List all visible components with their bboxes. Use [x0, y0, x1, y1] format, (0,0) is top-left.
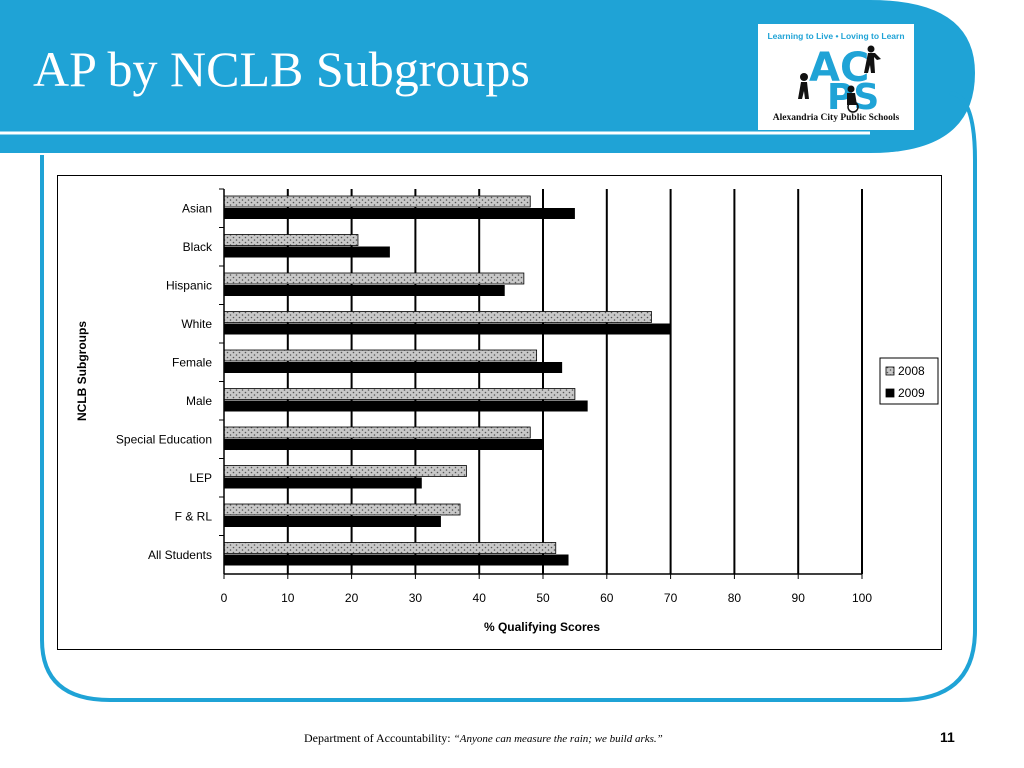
acps-logo: Learning to Live • Loving to Learn AC PS… — [758, 24, 914, 130]
x-tick-label: 30 — [409, 591, 423, 605]
category-label: All Students — [148, 548, 212, 562]
legend-swatch-2008 — [885, 366, 895, 376]
x-axis-title: % Qualifying Scores — [484, 620, 600, 634]
bar-chart: 0 10 20 30 40 50 60 70 80 90 100 Asian Black Hispanic… — [75, 188, 939, 634]
logo-letters-top: AC — [809, 45, 869, 91]
category-label: Special Education — [116, 432, 212, 446]
category-label: F & RL — [175, 509, 213, 523]
y-axis-title: NCLB Subgroups — [75, 321, 89, 421]
logo-silhouettes — [798, 45, 881, 113]
x-tick-label: 20 — [345, 591, 359, 605]
bar-2008 — [223, 272, 525, 285]
category-label: Male — [186, 394, 212, 408]
footer-text: Department of Accountability: “Anyone ca… — [304, 731, 663, 746]
x-tick-label: 70 — [664, 591, 678, 605]
category-label: Asian — [182, 201, 212, 215]
logo-figures: AC PS — [798, 45, 881, 118]
x-tick-label: 90 — [792, 591, 806, 605]
category-label: Hispanic — [166, 278, 212, 292]
bar-2009 — [224, 246, 390, 258]
bar-2008 — [223, 195, 531, 208]
axes-layer — [219, 188, 863, 579]
bar-2009 — [224, 323, 671, 335]
bar-2009 — [224, 554, 569, 566]
bar-2009 — [224, 439, 543, 450]
bar-2009 — [224, 516, 441, 527]
bar-2008 — [223, 426, 531, 439]
x-tick-label: 50 — [536, 591, 550, 605]
page-number: 11 — [940, 729, 955, 745]
logo-tagline: Learning to Live • Loving to Learn — [767, 31, 905, 41]
bar-2008 — [223, 542, 557, 554]
bar-2008 — [223, 311, 652, 323]
category-label: LEP — [189, 471, 212, 485]
category-label: White — [181, 317, 212, 331]
category-label: Black — [183, 240, 213, 254]
x-tick-label: 100 — [852, 591, 872, 605]
bars-layer — [223, 195, 671, 566]
bar-2008 — [223, 349, 538, 362]
bar-2009 — [224, 362, 563, 373]
x-tick-label: 60 — [600, 591, 614, 605]
legend-box — [879, 357, 939, 405]
legend-label-2008: 2008 — [898, 364, 925, 378]
bar-2008 — [223, 234, 359, 246]
bar-2009 — [224, 400, 588, 412]
category-label: Female — [172, 355, 212, 369]
bar-2009 — [224, 208, 575, 219]
chart-legend: 2008 2009 — [879, 357, 939, 405]
slide-title: AP by NCLB Subgroups — [33, 41, 530, 97]
footer-quote: “Anyone can measure the rain; we build a… — [453, 733, 663, 745]
bar-2008 — [223, 388, 576, 400]
x-tick-label: 40 — [473, 591, 487, 605]
legend-swatch-2009 — [885, 388, 895, 398]
content-frame — [40, 91, 977, 702]
bar-2008 — [223, 465, 467, 477]
chart-container: 0 10 20 30 40 50 60 70 80 90 100 Asian Black Hispanic… — [57, 175, 942, 650]
x-tick-label: 80 — [728, 591, 742, 605]
legend-label-2009: 2009 — [898, 386, 925, 400]
x-tick-label: 10 — [281, 591, 295, 605]
bar-2008 — [223, 503, 461, 516]
bar-2009 — [224, 477, 422, 489]
header-band — [0, 0, 975, 153]
labels-layer: 0 10 20 30 40 50 60 70 80 90 100 Asian Black Hispanic… — [116, 201, 872, 605]
bar-2009 — [224, 285, 505, 296]
logo-school-name: Alexandria City Public Schools — [772, 113, 900, 123]
footer-department: Department of Accountability: — [304, 731, 451, 745]
x-tick-label: 0 — [221, 591, 228, 605]
